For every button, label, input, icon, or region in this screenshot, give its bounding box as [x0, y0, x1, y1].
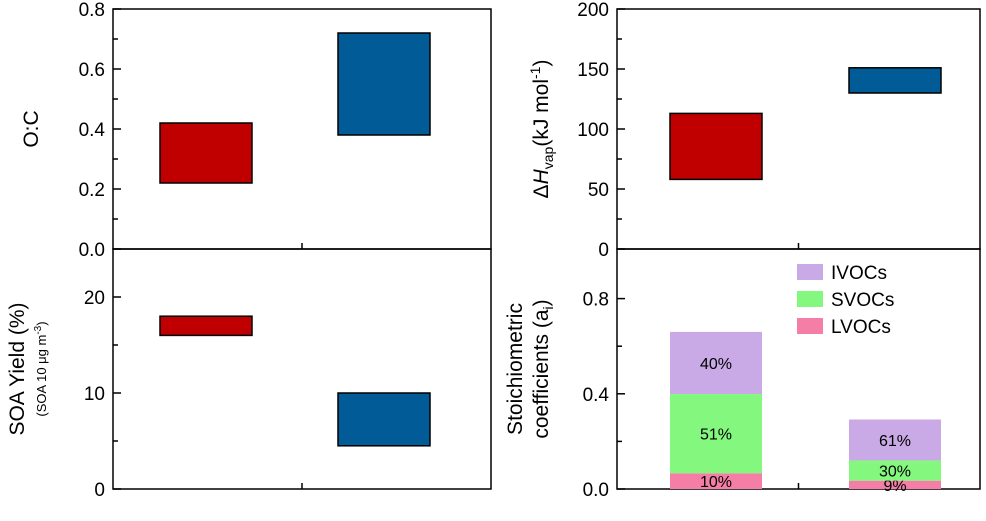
legend-label-svocs: SVOCs: [831, 290, 894, 311]
dh-bar-aromatics: [848, 67, 942, 94]
stoich-segment-svocs-cyclohexanes: [670, 394, 762, 474]
stoich-segment-label: 40%: [700, 356, 732, 373]
soa-ylabel-sub: (SOA 10 μg m-3): [33, 321, 49, 416]
stoich-segment-label: 30%: [879, 464, 911, 481]
soa-ytick-label: 20: [84, 288, 105, 309]
oc-ytick-label: 0.6: [79, 60, 105, 81]
stoich-ylabel-line2: coefficients (ai): [530, 299, 556, 438]
dh-ytick-label: 0: [598, 240, 609, 261]
stoich-segment-label: 51%: [700, 427, 732, 444]
stoich-ytick-label: 0.0: [583, 480, 609, 501]
dh-ytick-label: 50: [588, 180, 609, 201]
dh-ytick-label: 200: [577, 0, 609, 21]
oc-ytick-label: 0.4: [79, 120, 106, 141]
stoich-segment-ivocs-cyclohexanes: [670, 331, 762, 395]
soa-ytick-label: 0: [94, 480, 105, 501]
stoich-ytick-label: 0.4: [583, 385, 610, 406]
dh-ylabel: ΔHvap(kJ mol-1): [527, 60, 556, 199]
soa-bar-cyclohexanes: [159, 315, 253, 337]
stoich-segment-svocs-aromatics: [849, 460, 941, 481]
oc-ylabel: O:C: [20, 110, 43, 147]
dh-ytick-label: 100: [577, 120, 609, 141]
legend-swatch-ivocs: [797, 264, 823, 280]
legend-swatch-lvocs: [797, 318, 823, 334]
oc-ytick-label: 0.0: [79, 240, 105, 261]
chart-marks: 0.0 0.2 0.4 0.6 0.8 0 50 100 150 200 0 10 20 0.0 0.4 0.…: [79, 0, 942, 501]
dh-bar-cyclohexanes: [669, 112, 763, 181]
oc-bar-aromatics: [337, 32, 431, 136]
stoich-segment-label: 9%: [883, 478, 906, 495]
oc-bar-cyclohexanes: [159, 122, 253, 184]
stoich-segment-ivocs-aromatics: [849, 419, 941, 461]
panel-soa-frame: [112, 248, 492, 490]
stoich-segment-lvocs-cyclohexanes: [670, 473, 762, 489]
soa-bar-aromatics: [337, 392, 431, 447]
legend-label-ivocs: IVOCs: [831, 263, 887, 284]
soa-ytick-label: 10: [84, 384, 105, 405]
legend-swatch-svocs: [797, 291, 823, 307]
legend-label-lvocs: LVOCs: [831, 317, 891, 338]
oc-ytick-label: 0.8: [79, 0, 105, 21]
stoich-segment-lvocs-aromatics: [849, 480, 941, 489]
dh-ytick-label: 150: [577, 60, 609, 81]
soa-ylabel: SOA Yield (%): [6, 302, 29, 435]
stoich-segment-label: 61%: [879, 433, 911, 450]
oc-ytick-label: 0.2: [79, 180, 105, 201]
stoich-ylabel-line1: Stoichiometric: [504, 303, 527, 435]
stoich-ytick-label: 0.8: [583, 290, 609, 311]
stoich-segment-label: 10%: [700, 474, 732, 491]
